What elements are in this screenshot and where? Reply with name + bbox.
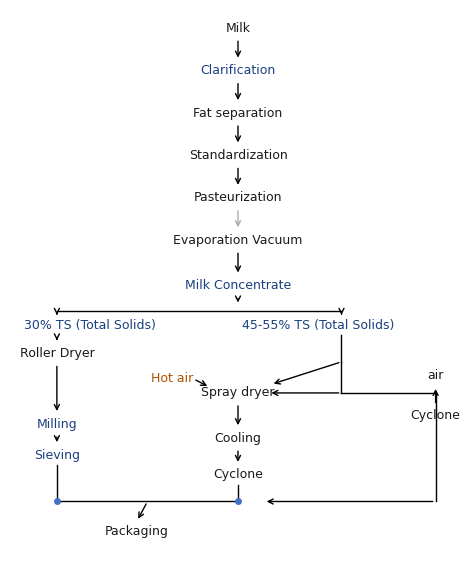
Text: Milling: Milling: [37, 417, 77, 431]
Text: 30% TS (Total Solids): 30% TS (Total Solids): [24, 319, 156, 332]
Text: Fat separation: Fat separation: [193, 107, 283, 119]
Text: Pasteurization: Pasteurization: [194, 191, 282, 204]
Text: 45-55% TS (Total Solids): 45-55% TS (Total Solids): [242, 319, 394, 332]
Text: Roller Dryer: Roller Dryer: [20, 347, 94, 360]
Text: Cyclone: Cyclone: [213, 468, 263, 481]
Text: Cyclone: Cyclone: [411, 409, 460, 422]
Text: air: air: [427, 369, 444, 383]
Text: Milk Concentrate: Milk Concentrate: [185, 279, 291, 292]
Text: Sieving: Sieving: [34, 449, 80, 461]
Text: Packaging: Packaging: [105, 525, 169, 538]
Text: Milk: Milk: [226, 22, 250, 35]
Text: Cooling: Cooling: [215, 432, 261, 445]
Text: Evaporation Vacuum: Evaporation Vacuum: [173, 234, 303, 247]
Text: Hot air: Hot air: [151, 372, 193, 385]
Text: Standardization: Standardization: [188, 149, 288, 162]
Text: Spray dryer: Spray dryer: [201, 387, 275, 400]
Text: Clarification: Clarification: [200, 64, 276, 77]
